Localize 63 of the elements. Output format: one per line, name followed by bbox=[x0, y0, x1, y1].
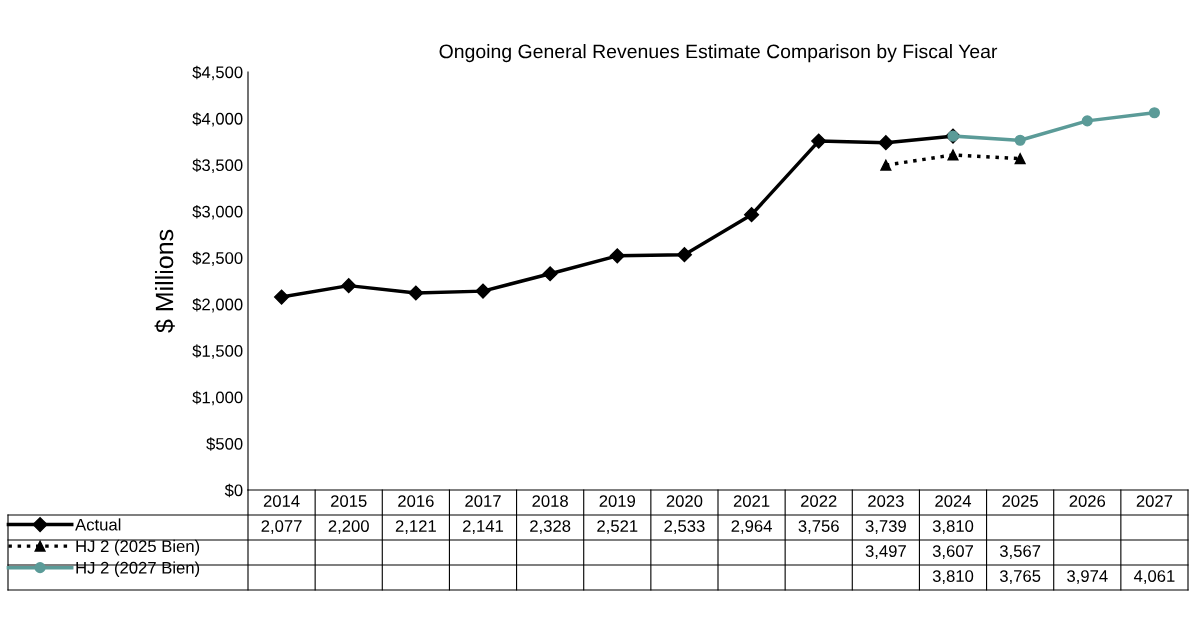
data-label: 3,810 bbox=[932, 520, 974, 534]
point bbox=[1014, 134, 1026, 146]
legend-label: HJ 2 (2027 Bien) bbox=[76, 561, 200, 577]
x-tick-label: 2021 bbox=[733, 495, 770, 507]
point bbox=[947, 149, 959, 161]
data-label: 3,756 bbox=[798, 520, 839, 534]
point bbox=[542, 266, 558, 282]
y-tick-label: $1,500 bbox=[192, 344, 243, 359]
x-tick-label: 2015 bbox=[331, 495, 367, 507]
legend-label: HJ 2 (2025 Bien) bbox=[76, 539, 200, 556]
x-tick-label: 2026 bbox=[1069, 495, 1106, 507]
data-label: 2,521 bbox=[597, 520, 638, 534]
y-tick-label: $2,500 bbox=[192, 251, 243, 266]
y-tick-label: $1,000 bbox=[192, 390, 243, 406]
data-label: 3,739 bbox=[865, 520, 906, 534]
point bbox=[408, 285, 424, 301]
data-label: 2,200 bbox=[328, 520, 369, 534]
data-label: 2,964 bbox=[731, 520, 772, 534]
y-tick-label: $3,500 bbox=[192, 158, 243, 174]
point bbox=[878, 135, 894, 151]
data-label: 4,061 bbox=[1133, 570, 1175, 584]
point bbox=[1148, 107, 1160, 119]
x-tick-label: 2016 bbox=[398, 495, 434, 507]
point bbox=[880, 159, 892, 171]
point bbox=[274, 289, 290, 305]
x-tick-label: 2014 bbox=[263, 495, 300, 507]
y-tick-label: $2,000 bbox=[192, 297, 243, 313]
point bbox=[341, 278, 357, 294]
legend-label: Actual bbox=[75, 518, 121, 531]
x-tick-label: 2027 bbox=[1136, 495, 1173, 507]
point bbox=[609, 248, 625, 264]
y-tick-label: $0 bbox=[224, 483, 243, 498]
data-label: 2,533 bbox=[664, 520, 705, 534]
point bbox=[676, 247, 692, 263]
y-tick-label: $3,000 bbox=[192, 205, 243, 220]
point bbox=[1081, 115, 1093, 127]
x-tick-label: 2017 bbox=[465, 495, 501, 507]
y-tick-label: $4,500 bbox=[192, 65, 243, 81]
data-label: 3,497 bbox=[865, 545, 906, 559]
chart-title: Ongoing General Revenues Estimate Comparison by Fiscal Year bbox=[439, 44, 998, 63]
y-tick-label: $500 bbox=[206, 437, 243, 451]
data-label: 2,077 bbox=[261, 520, 302, 534]
y-axis-title: $ Millions bbox=[154, 229, 175, 333]
data-label: 2,121 bbox=[395, 520, 436, 534]
data-label: 3,765 bbox=[999, 570, 1041, 584]
x-tick-label: 2018 bbox=[532, 495, 568, 507]
data-label: 3,567 bbox=[999, 545, 1041, 559]
data-label: 3,810 bbox=[932, 570, 974, 584]
data-label: 3,607 bbox=[932, 545, 974, 559]
x-tick-label: 2023 bbox=[868, 495, 904, 507]
x-tick-label: 2019 bbox=[599, 495, 636, 507]
point bbox=[811, 133, 827, 149]
point bbox=[475, 283, 491, 299]
x-tick-label: 2025 bbox=[1002, 495, 1038, 507]
x-tick-label: 2020 bbox=[666, 495, 703, 507]
data-label: 2,328 bbox=[530, 520, 571, 534]
y-tick-label: $4,000 bbox=[192, 112, 243, 127]
data-label: 2,141 bbox=[462, 520, 504, 534]
data-label: 3,974 bbox=[1067, 570, 1108, 584]
point bbox=[1014, 153, 1026, 165]
x-tick-label: 2022 bbox=[801, 495, 837, 507]
point bbox=[744, 207, 760, 223]
x-tick-label: 2024 bbox=[935, 495, 972, 507]
